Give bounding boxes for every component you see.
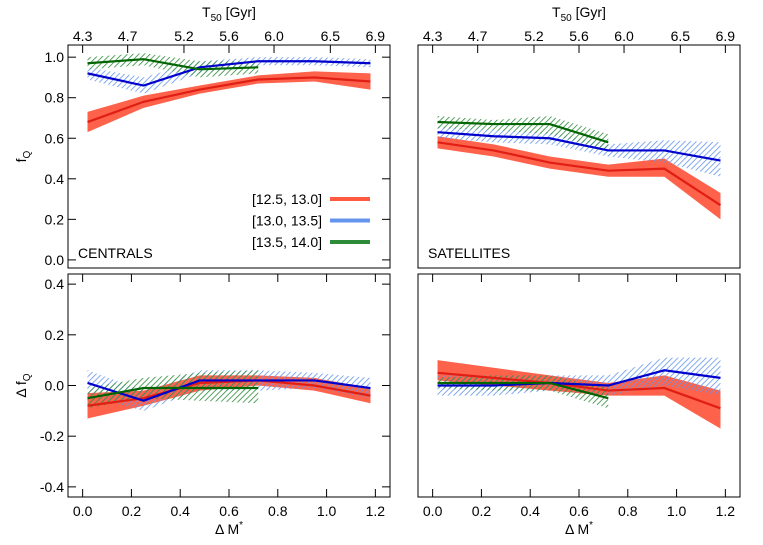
axis-label: T50 [Gyr] (202, 4, 256, 24)
x2-tick-label: 6.0 (614, 28, 634, 44)
series-line (437, 120, 609, 144)
panel-annotation: SATELLITES (428, 245, 510, 261)
y-tick-label: 0.0 (45, 252, 65, 268)
error-band (437, 136, 721, 220)
x-tick-label: 0.6 (569, 503, 589, 519)
series-line (87, 379, 371, 407)
label-text: Δ M (215, 521, 239, 537)
x-tick-label: 0.8 (618, 503, 638, 519)
x2-tick-label: 6.9 (366, 28, 386, 44)
plot-area (87, 370, 371, 419)
axis-label: Δ M* (215, 520, 243, 537)
x-tick-label: 0.8 (268, 503, 288, 519)
series-line (87, 58, 259, 71)
legend-label: [13.0, 13.5] (252, 213, 322, 229)
axis-label: T50 [Gyr] (552, 4, 606, 24)
axis-label: fQ (13, 150, 33, 162)
x2-tick-label: 5.2 (174, 28, 194, 44)
y-tick-label: -0.2 (40, 428, 64, 444)
error-band (87, 57, 371, 94)
x2-tick-label: 5.2 (524, 28, 544, 44)
y-tick-label: 0.0 (45, 378, 65, 394)
label-sup: * (239, 520, 243, 531)
series-line (437, 131, 721, 162)
series-line (87, 60, 371, 87)
panel-annotation: CENTRALS (78, 245, 153, 261)
x-tick-label: 1.0 (317, 503, 337, 519)
x2-tick-label: 6.9 (716, 28, 736, 44)
x-tick-label: 1.2 (716, 503, 736, 519)
x2-tick-label: 6.5 (671, 28, 691, 44)
y-tick-label: 0.6 (45, 130, 65, 146)
x-tick-label: 1.0 (667, 503, 687, 519)
x-tick-label: 0.2 (472, 503, 492, 519)
axis-label: Δ M* (565, 520, 593, 537)
y-tick-label: 0.4 (45, 276, 65, 292)
plot-area (87, 53, 371, 133)
y-tick-label: 1.0 (45, 49, 65, 65)
x2-tick-label: 4.3 (73, 28, 93, 44)
series-line (87, 386, 259, 400)
x2-tick-label: 6.5 (321, 28, 341, 44)
x2-tick-label: 5.6 (219, 28, 239, 44)
x-tick-label: 1.2 (366, 503, 386, 519)
label-sub: 50 (561, 13, 573, 24)
y-tick-label: 0.4 (45, 171, 65, 187)
label-text: Δ f (13, 381, 29, 397)
plot-area (437, 357, 721, 429)
x-tick-label: 0.0 (423, 503, 443, 519)
x2-tick-label: 4.7 (468, 28, 488, 44)
error-band (437, 126, 721, 177)
series-line (437, 141, 722, 207)
label-text: f (13, 158, 29, 162)
series-line (437, 369, 721, 387)
label-text: T (202, 4, 211, 20)
series-line (87, 76, 371, 124)
label-text: T (552, 4, 561, 20)
series-line (87, 379, 371, 402)
x2-tick-label: 4.7 (118, 28, 138, 44)
x-tick-label: 0.2 (122, 503, 142, 519)
x-tick-label: 0.4 (520, 503, 540, 519)
legend-label: [12.5, 13.0] (252, 191, 322, 207)
x2-tick-label: 4.3 (423, 28, 443, 44)
x2-tick-label: 6.0 (264, 28, 284, 44)
series-line (437, 371, 721, 410)
y-tick-label: 0.8 (45, 90, 65, 106)
y-tick-label: 0.2 (45, 211, 65, 227)
label-text: Δ M (565, 521, 589, 537)
label-sub: Q (22, 373, 33, 381)
label-after: [Gyr] (572, 4, 606, 20)
x-tick-label: 0.0 (73, 503, 93, 519)
x2-tick-label: 5.6 (569, 28, 589, 44)
label-after: [Gyr] (222, 4, 256, 20)
y-tick-label: 0.2 (45, 327, 65, 343)
y-tick-label: -0.4 (40, 479, 64, 495)
legend-label: [13.5, 14.0] (252, 234, 322, 250)
axis-label: Δ fQ (13, 373, 33, 397)
x-tick-label: 0.4 (170, 503, 190, 519)
plot-area (437, 115, 722, 220)
x-tick-label: 0.6 (219, 503, 239, 519)
label-sub: 50 (211, 13, 223, 24)
series-line (437, 381, 609, 400)
label-sub: Q (22, 150, 33, 158)
label-sup: * (589, 520, 593, 531)
